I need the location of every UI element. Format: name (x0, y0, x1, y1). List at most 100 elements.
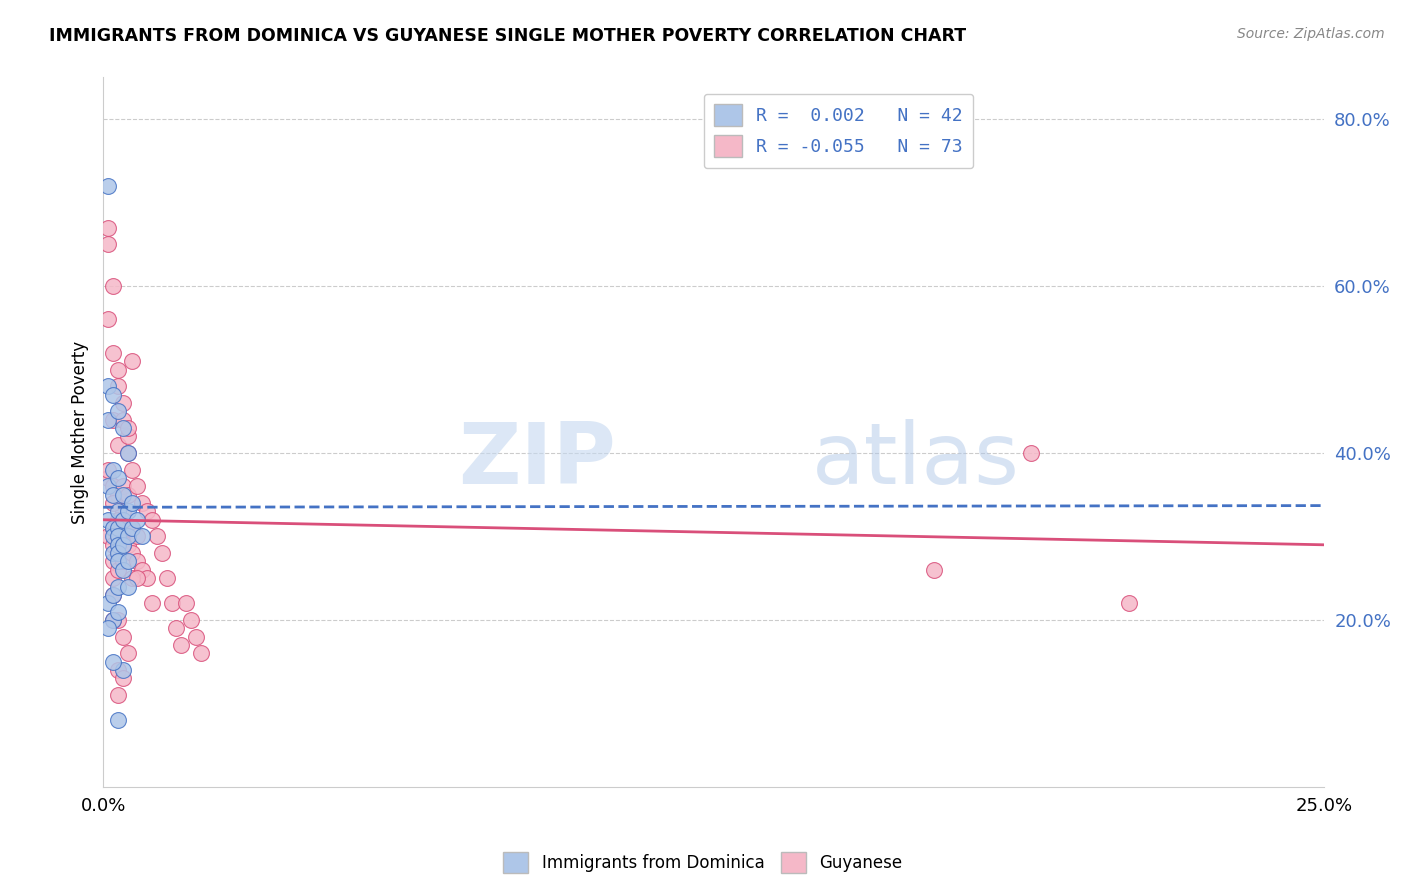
Point (117, 538, 139, 552)
Point (156, 571, 179, 585)
Y-axis label: Single Mother Poverty: Single Mother Poverty (72, 341, 89, 524)
Text: atlas: atlas (811, 419, 1019, 502)
Point (111, 554, 134, 568)
Point (1118, 596, 1140, 610)
Point (146, 529, 169, 543)
Point (121, 521, 143, 535)
Point (117, 429, 139, 443)
Point (922, 563, 945, 577)
Point (101, 613, 124, 627)
Point (190, 646, 212, 660)
Point (101, 554, 124, 568)
Point (1019, 446, 1042, 460)
Point (101, 588, 124, 602)
Point (107, 713, 129, 727)
Point (141, 513, 163, 527)
Point (127, 529, 149, 543)
Point (107, 663, 129, 677)
Legend: R =  0.002   N = 42, R = -0.055   N = 73: R = 0.002 N = 42, R = -0.055 N = 73 (703, 94, 973, 169)
Point (111, 671, 134, 685)
Text: Source: ZipAtlas.com: Source: ZipAtlas.com (1237, 27, 1385, 41)
Point (160, 596, 183, 610)
Point (107, 688, 129, 702)
Text: IMMIGRANTS FROM DOMINICA VS GUYANESE SINGLE MOTHER POVERTY CORRELATION CHART: IMMIGRANTS FROM DOMINICA VS GUYANESE SIN… (49, 27, 966, 45)
Point (101, 613, 124, 627)
Point (111, 504, 134, 518)
Point (111, 630, 134, 644)
Point (107, 362, 129, 376)
Point (107, 546, 129, 560)
Point (136, 504, 159, 518)
Point (97, 479, 120, 493)
Point (97, 621, 120, 635)
Point (107, 546, 129, 560)
Point (101, 279, 124, 293)
Point (101, 412, 124, 426)
Point (117, 580, 139, 594)
Point (107, 379, 129, 393)
Point (174, 596, 197, 610)
Point (180, 613, 202, 627)
Point (101, 538, 124, 552)
Point (107, 504, 129, 518)
Legend: Immigrants from Dominica, Guyanese: Immigrants from Dominica, Guyanese (496, 846, 910, 880)
Point (111, 538, 134, 552)
Point (101, 387, 124, 401)
Point (97, 513, 120, 527)
Point (121, 496, 143, 510)
Point (111, 538, 134, 552)
Point (107, 529, 129, 543)
Point (101, 588, 124, 602)
Point (111, 479, 134, 493)
Point (107, 580, 129, 594)
Point (107, 529, 129, 543)
Point (107, 521, 129, 535)
Point (101, 571, 124, 585)
Point (127, 513, 149, 527)
Point (121, 354, 143, 368)
Point (111, 529, 134, 543)
Point (107, 471, 129, 485)
Point (101, 479, 124, 493)
Point (117, 554, 139, 568)
Point (101, 488, 124, 502)
Point (97, 529, 120, 543)
Point (127, 554, 149, 568)
Point (121, 521, 143, 535)
Point (107, 488, 129, 502)
Point (121, 571, 143, 585)
Point (150, 546, 173, 560)
Point (111, 513, 134, 527)
Point (107, 437, 129, 451)
Point (184, 630, 207, 644)
Point (127, 479, 149, 493)
Point (131, 563, 153, 577)
Point (131, 529, 153, 543)
Point (101, 346, 124, 360)
Point (111, 663, 134, 677)
Point (107, 605, 129, 619)
Point (131, 496, 153, 510)
Point (111, 421, 134, 435)
Point (101, 655, 124, 669)
Point (111, 412, 134, 426)
Point (111, 396, 134, 410)
Point (107, 563, 129, 577)
Point (107, 554, 129, 568)
Point (97, 237, 120, 252)
Point (117, 488, 139, 502)
Point (101, 496, 124, 510)
Point (117, 521, 139, 535)
Point (165, 621, 187, 635)
Point (107, 513, 129, 527)
Point (97, 379, 120, 393)
Point (117, 646, 139, 660)
Point (111, 488, 134, 502)
Point (127, 571, 149, 585)
Point (101, 546, 124, 560)
Point (107, 538, 129, 552)
Point (136, 571, 159, 585)
Point (121, 546, 143, 560)
Point (97, 312, 120, 326)
Point (97, 463, 120, 477)
